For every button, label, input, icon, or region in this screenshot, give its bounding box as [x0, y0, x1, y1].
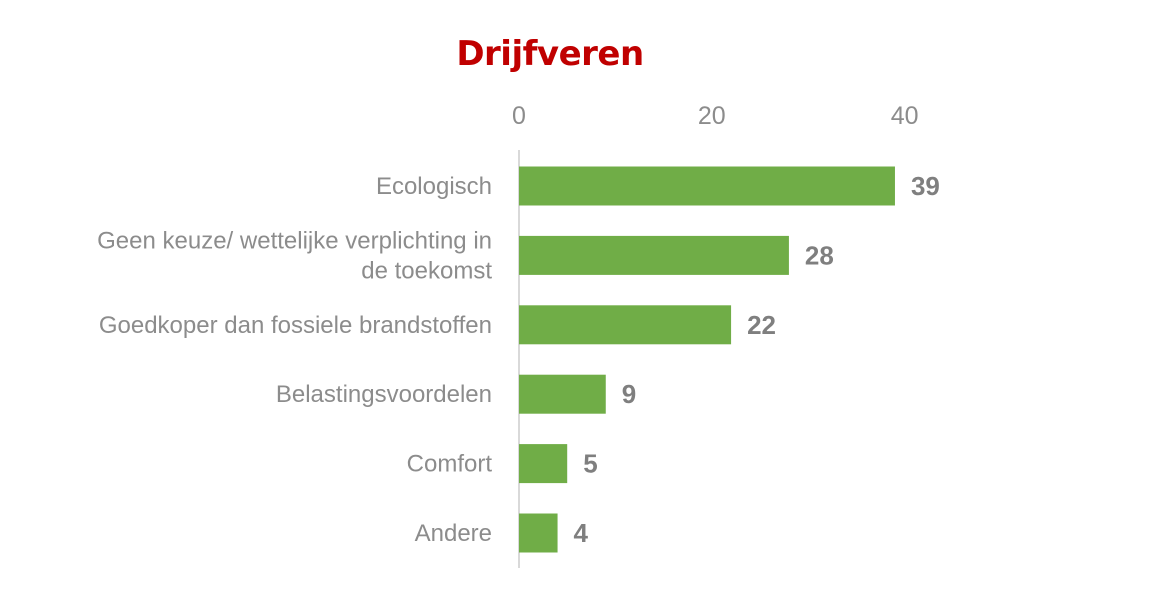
x-axis-ticks: 0 20 40 — [512, 102, 918, 130]
data-label: 9 — [622, 379, 636, 409]
bar — [519, 166, 895, 206]
bar — [519, 305, 732, 345]
data-label: 28 — [805, 240, 834, 270]
category-labels: Ecologisch Geen keuze/ wettelijke verplic… — [97, 173, 492, 547]
x-tick-label: 20 — [698, 102, 726, 130]
bar — [519, 374, 606, 414]
chart-title: Drijfveren — [456, 34, 644, 74]
category-label: Ecologisch — [376, 173, 492, 200]
category-label: Andere — [415, 520, 492, 547]
bar — [519, 444, 568, 484]
bar — [519, 235, 789, 275]
category-label: Comfort — [407, 451, 493, 478]
data-label: 22 — [747, 310, 776, 340]
category-label: Belastingsvoordelen — [276, 381, 492, 408]
category-label: Geen keuze/ wettelijke verplichting in — [97, 227, 492, 254]
category-label: de toekomst — [361, 257, 492, 284]
data-label: 39 — [911, 171, 940, 201]
x-tick-label: 40 — [891, 102, 919, 130]
data-label: 4 — [574, 518, 589, 548]
x-tick-label: 0 — [512, 102, 526, 130]
bars — [519, 166, 895, 553]
category-label: Goedkoper dan fossiele brandstoffen — [99, 312, 492, 339]
bar — [519, 513, 558, 553]
data-label: 5 — [583, 449, 597, 479]
data-labels: 39 28 22 9 5 4 — [574, 171, 940, 548]
